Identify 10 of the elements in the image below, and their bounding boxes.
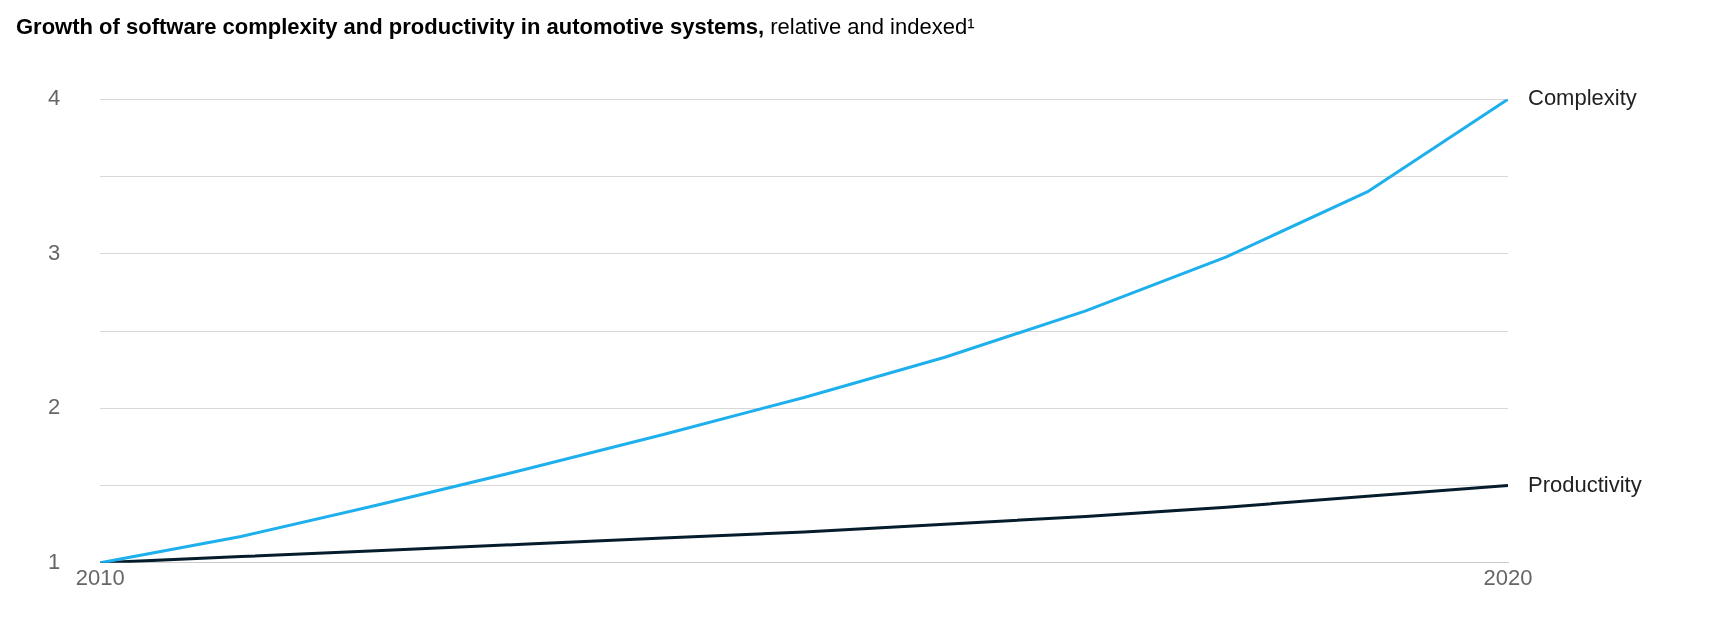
series-label: Complexity	[1528, 85, 1637, 111]
y-tick-label: 4	[47, 85, 61, 111]
chart-subtitle: relative and indexed¹	[770, 14, 975, 39]
series-label: Productivity	[1528, 471, 1642, 497]
y-tick-label: 1	[47, 548, 61, 574]
y-tick-label: 2	[47, 394, 61, 420]
x-tick-label: 2010	[75, 565, 125, 591]
x-tick-label: 2020	[1483, 565, 1533, 591]
chart-title: Growth of software complexity and productivity in automotive systems,	[16, 14, 765, 39]
y-tick-label: 3	[47, 239, 61, 265]
